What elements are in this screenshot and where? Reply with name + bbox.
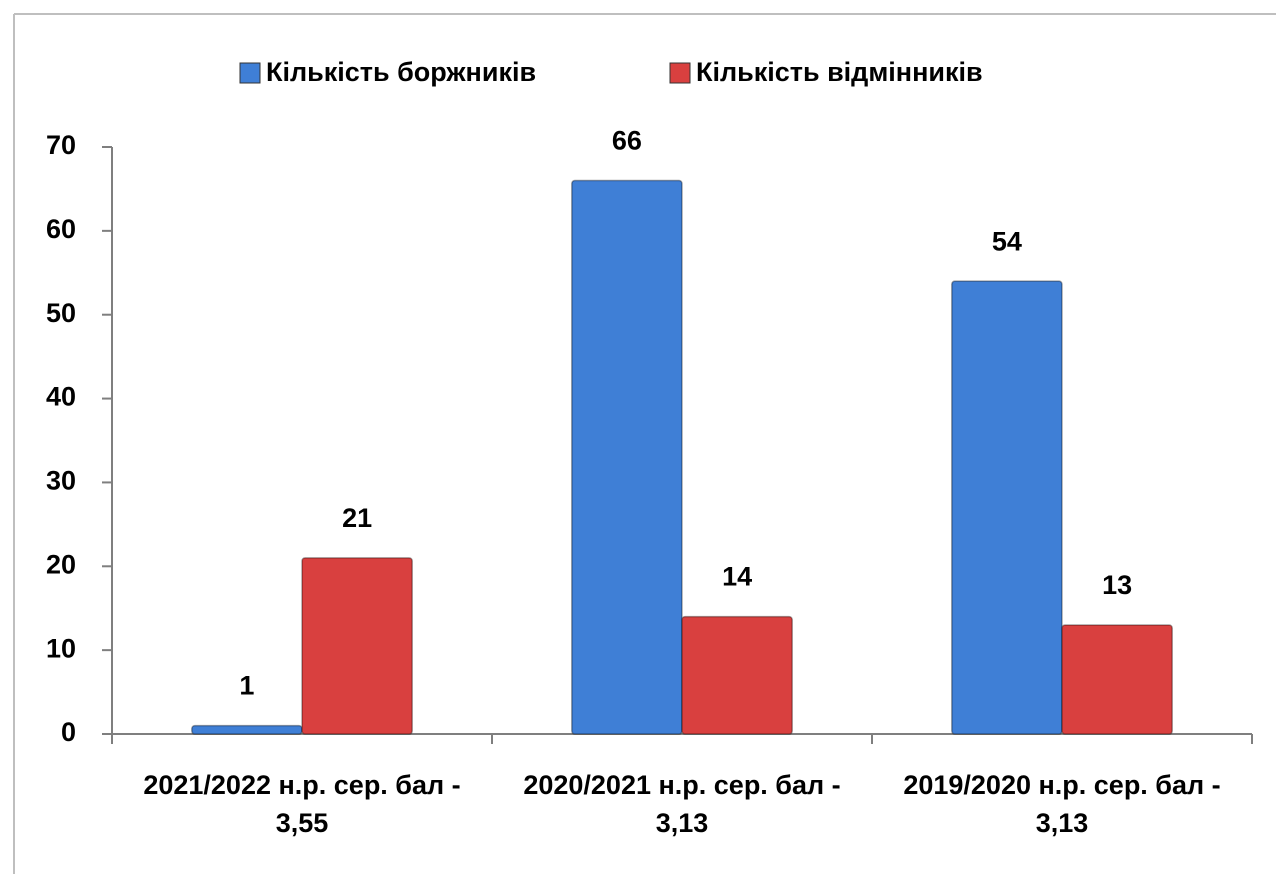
y-tick-label: 10: [46, 633, 76, 663]
data-label: 66: [612, 126, 642, 156]
y-tick-label: 0: [61, 717, 76, 747]
x-tick-label: 2019/2020 н.р. сер. бал - 3,13: [903, 770, 1221, 838]
y-tick-label: 40: [46, 382, 76, 412]
bar: [681, 615, 793, 735]
bar: [1061, 624, 1173, 735]
data-label: 14: [722, 562, 752, 592]
data-label: 54: [992, 226, 1022, 256]
legend-swatch: [239, 62, 261, 84]
y-tick-label: 30: [46, 466, 76, 496]
bar: [301, 557, 413, 735]
data-label: 21: [342, 503, 372, 533]
bar: [571, 179, 683, 735]
legend-label: Кількість боржників: [266, 57, 536, 87]
y-tick-label: 70: [46, 130, 76, 160]
bar: [951, 280, 1063, 735]
x-tick-label: 2020/2021 н.р. сер. бал - 3,13: [523, 770, 841, 838]
x-tick-label: 2021/2022 н.р. сер. бал - 3,55: [143, 770, 461, 838]
data-label: 1: [239, 671, 254, 701]
legend-swatch: [669, 62, 691, 84]
y-tick-label: 20: [46, 549, 76, 579]
y-tick-label: 60: [46, 214, 76, 244]
y-tick-label: 50: [46, 298, 76, 328]
data-label: 13: [1102, 570, 1132, 600]
legend-label: Кількість відмінників: [696, 57, 983, 87]
bar: [191, 724, 303, 735]
